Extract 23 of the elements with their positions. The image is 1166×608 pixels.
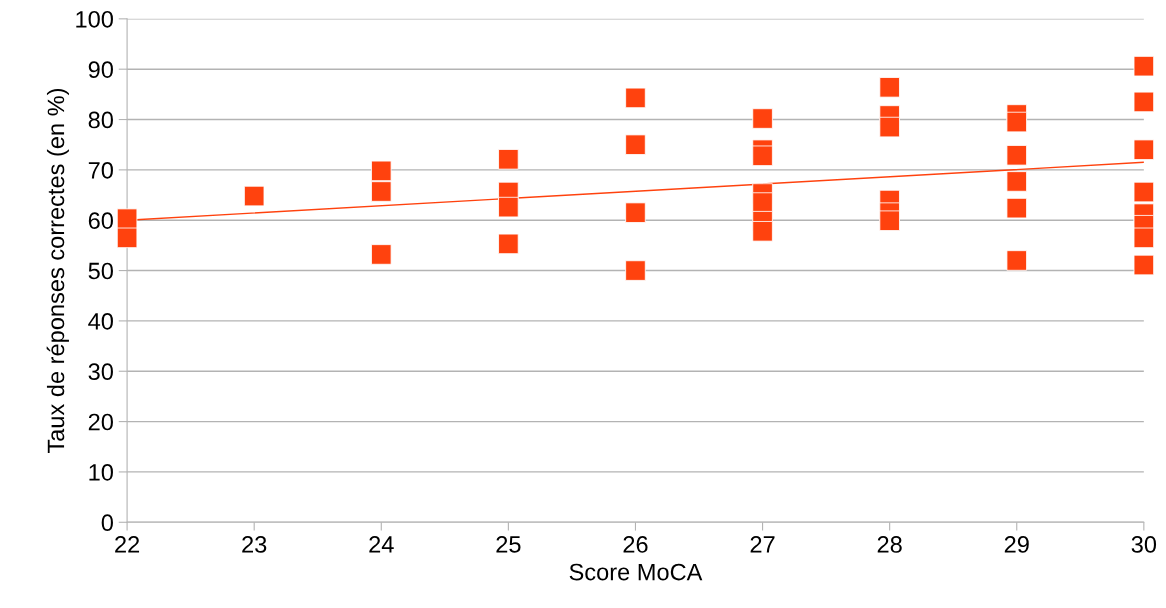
y-tick-label: 100 — [76, 10, 113, 28]
y-tick-label: 90 — [88, 61, 113, 78]
y-tick-label: 20 — [88, 413, 113, 431]
y-axis-title: Taux de réponses correctes (en %) — [46, 88, 69, 454]
x-tick-label: 30 — [1131, 536, 1157, 553]
x-tick-label: 29 — [1004, 536, 1029, 553]
y-tick-label: 70 — [88, 161, 113, 179]
y-tick-label: 60 — [88, 212, 113, 230]
y-tick-label: 10 — [89, 464, 113, 481]
y-tick-label: 40 — [88, 312, 113, 330]
x-tick-label: 22 — [115, 536, 140, 553]
y-tick-label: 80 — [88, 111, 113, 129]
x-tick-label: 26 — [623, 536, 648, 553]
y-tick-label: 50 — [88, 262, 113, 280]
x-tick-label: 23 — [242, 536, 267, 553]
x-tick-label: 28 — [877, 536, 902, 553]
x-tick-label: 27 — [750, 536, 775, 553]
y-tick-label: 0 — [101, 514, 113, 532]
x-tick-label: 24 — [369, 536, 394, 553]
x-axis-title: Score MoCA — [569, 563, 703, 581]
point — [1006, 145, 1027, 166]
y-tick-label: 30 — [88, 363, 113, 381]
x-tick-label: 25 — [496, 536, 521, 553]
